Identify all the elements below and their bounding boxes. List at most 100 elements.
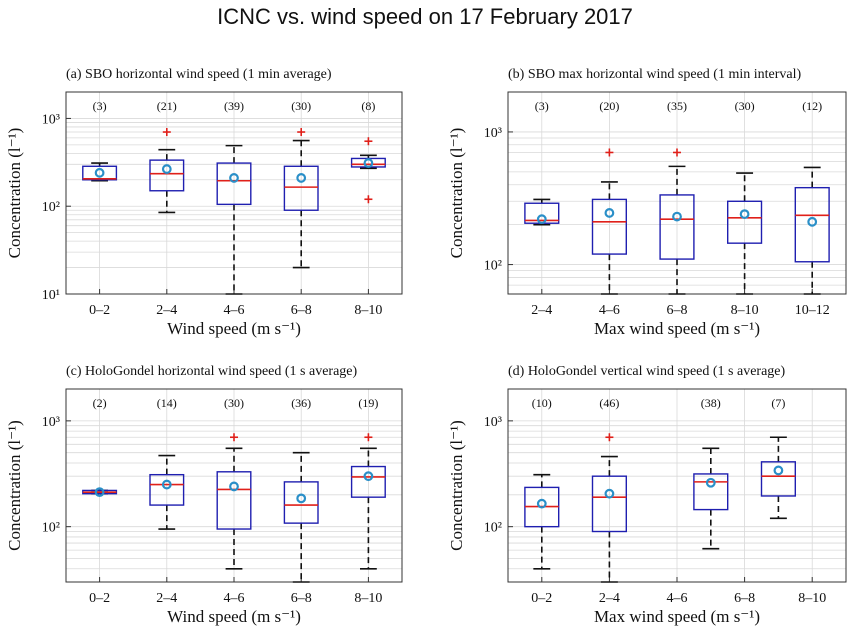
x-tick-label: 0–2 [89, 591, 110, 606]
sample-count-label: (8) [361, 99, 375, 113]
mean-marker [536, 214, 547, 225]
sample-count-label: (35) [667, 99, 687, 113]
box-plot [591, 433, 627, 583]
mean-marker [161, 479, 172, 490]
chart-panel: 10² 10³ 0–2 2–4 4–6 6–8 8–10 (c) HoloGondel hor… [5, 364, 403, 626]
x-tick-label: 8–10 [354, 303, 382, 318]
x-tick-label: 2–4 [156, 303, 177, 318]
sample-count-label: (20) [599, 99, 619, 113]
box [659, 194, 695, 260]
x-axis-label: Wind speed (m s⁻¹) [167, 607, 301, 626]
box [283, 165, 319, 211]
box [149, 159, 185, 192]
box-plot [794, 166, 830, 295]
chart-panel: 10² 10³ 2–4 4–6 6–8 8–10 10–12 (b) SBO max hori… [447, 67, 847, 338]
x-tick-label: 8–10 [731, 303, 759, 318]
sample-count-label: (30) [224, 396, 244, 410]
mean-marker [536, 498, 547, 509]
sample-count-label: (19) [358, 396, 378, 410]
panel-title: (c) HoloGondel horizontal wind speed (1 … [66, 364, 358, 379]
mean-marker [363, 471, 374, 482]
box [283, 481, 319, 524]
sample-count-label: (10) [532, 396, 552, 410]
mean-marker [807, 216, 818, 227]
panel-title: (d) HoloGondel vertical wind speed (1 s … [508, 364, 786, 379]
grid-lines [66, 91, 402, 295]
outlier-marker [605, 148, 614, 157]
figure-title: ICNC vs. wind speed on 17 February 2017 [217, 4, 633, 29]
x-tick-label: 0–2 [531, 591, 552, 606]
x-tick-label: 8–10 [354, 591, 382, 606]
box [216, 471, 252, 530]
outlier-marker [230, 433, 238, 442]
mean-marker [672, 211, 682, 222]
box-plot [760, 436, 796, 520]
box [149, 473, 185, 506]
box-plot [693, 447, 729, 550]
x-tick-label: 2–4 [599, 591, 620, 606]
box-plot [149, 128, 185, 214]
outlier-marker [673, 148, 681, 157]
sample-count-label: (39) [224, 99, 244, 113]
mean-marker [161, 164, 172, 174]
mean-marker [296, 173, 307, 183]
outlier-marker [364, 137, 373, 146]
y-tick-label: 10³ [484, 126, 502, 141]
mean-marker [739, 209, 750, 220]
sample-count-label: (7) [771, 396, 785, 410]
x-tick-label: 2–4 [531, 303, 552, 318]
mean-marker [604, 208, 615, 218]
y-axis-label: Concentration (l⁻¹) [5, 128, 24, 259]
x-tick-label: 6–8 [667, 303, 688, 318]
sample-count-label: (36) [291, 396, 311, 410]
sample-count-label: (2) [93, 396, 107, 410]
y-tick-label: 10² [42, 200, 60, 215]
x-tick-label: 4–6 [667, 591, 688, 606]
mean-marker [705, 477, 716, 488]
mean-marker [229, 481, 239, 492]
sample-count-label: (21) [157, 99, 177, 113]
box [82, 165, 118, 181]
box-plot [82, 487, 118, 498]
sample-count-label: (46) [599, 396, 619, 410]
panel-title: (a) SBO horizontal wind speed (1 min ave… [66, 67, 332, 82]
x-tick-label: 2–4 [156, 591, 177, 606]
y-tick-label: 10³ [42, 415, 60, 430]
sample-count-label: (3) [93, 99, 107, 113]
x-tick-label: 6–8 [291, 303, 312, 318]
outlier-marker [364, 195, 373, 204]
x-tick-label: 4–6 [224, 591, 245, 606]
box [794, 186, 830, 263]
box-plot [591, 148, 627, 295]
x-tick-label: 8–10 [798, 591, 826, 606]
mean-marker [363, 158, 374, 168]
y-axis-label: Concentration (l⁻¹) [447, 420, 466, 551]
sample-count-label: (30) [735, 99, 755, 113]
box [760, 461, 796, 497]
y-tick-label: 10² [42, 521, 60, 536]
x-tick-label: 4–6 [599, 303, 620, 318]
y-tick-label: 10³ [484, 415, 502, 430]
mean-marker [296, 493, 307, 504]
y-tick-label: 10¹ [42, 288, 60, 303]
box-plot [350, 137, 386, 204]
y-tick-label: 10² [484, 259, 502, 274]
box [591, 475, 627, 533]
box-plot [524, 198, 560, 226]
y-tick-label: 10³ [42, 112, 60, 127]
x-tick-label: 10–12 [795, 303, 830, 318]
mean-marker [94, 167, 105, 178]
x-axis-label: Max wind speed (m s⁻¹) [594, 607, 760, 626]
mean-marker [94, 487, 105, 498]
x-tick-label: 6–8 [734, 591, 755, 606]
x-axis-label: Wind speed (m s⁻¹) [167, 319, 301, 338]
box-plot [659, 148, 695, 295]
box-plot [524, 473, 560, 570]
outlier-marker [364, 433, 373, 442]
box-plot [216, 144, 252, 295]
box [693, 473, 729, 511]
x-axis-label: Max wind speed (m s⁻¹) [594, 319, 760, 338]
box-plot [350, 433, 386, 570]
sample-count-label: (38) [701, 396, 721, 410]
